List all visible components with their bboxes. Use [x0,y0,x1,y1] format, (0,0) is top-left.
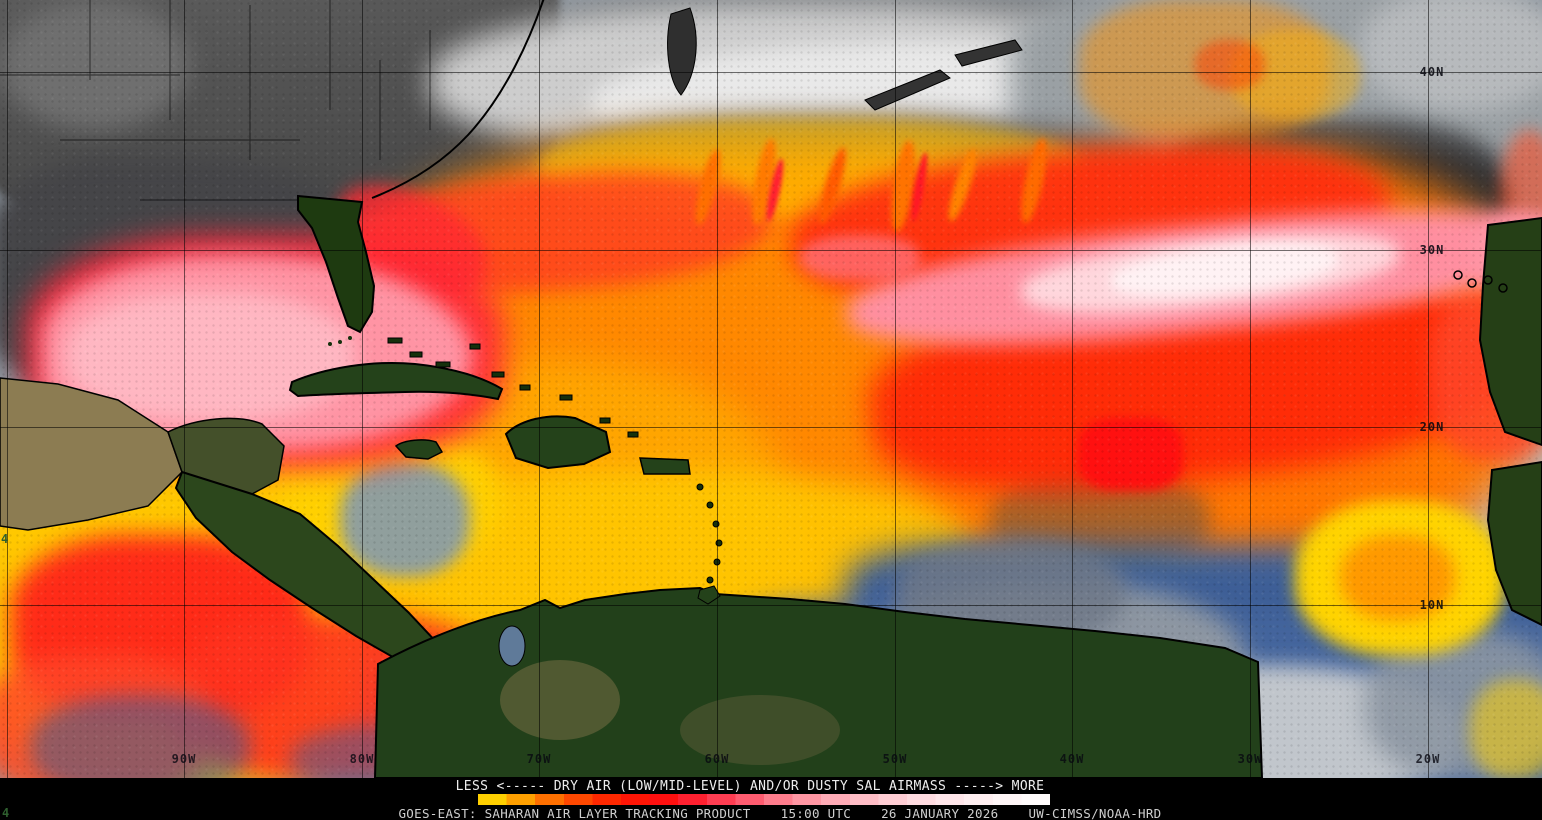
meridian-line [717,0,718,778]
cuba [288,361,504,401]
parallel-line [0,72,1542,73]
mexico [0,377,183,531]
edge-mark: 4 [1,532,9,546]
bahamas [387,337,639,438]
parallel-line [0,427,1542,428]
africa-northwest [1478,216,1542,447]
longitude-label: 50W [882,752,908,766]
meridian-line [1428,0,1429,778]
valid-date: 26 JANUARY 2026 [881,806,999,820]
meridian-line [184,0,185,778]
landmass-overlay [0,0,1542,778]
valid-time: 15:00 UTC [780,806,852,820]
latitude-label: 10N [1419,598,1445,612]
florida-keys [328,336,352,346]
terrain-patch [500,660,620,740]
longitude-label: 60W [704,752,730,766]
edge-mark: 4 [2,806,10,820]
lake-ontario [954,39,1023,67]
puerto-rico [639,457,691,475]
meridian-line [539,0,540,778]
lake-maracaibo [498,625,526,667]
annotation-bar: LESS <----- DRY AIR (LOW/MID-LEVEL) AND/… [0,778,1542,820]
longitude-label: 90W [171,752,197,766]
africa-west [1486,460,1542,627]
meridian-line [362,0,363,778]
footer-line: GOES-EAST: SAHARAN AIR LAYER TRACKING PR… [398,806,1161,820]
graticule: 90W 80W 70W 60W 50W 40W 30W 20W 40N 30N 20N 10N [0,0,1542,778]
product-title: GOES-EAST: SAHARAN AIR LAYER TRACKING PR… [398,806,751,820]
hispaniola [504,415,612,470]
longitude-label: 80W [349,752,375,766]
latitude-label: 40N [1419,65,1445,79]
meridian-line [7,0,8,778]
us-state-borders [0,0,431,201]
credit: UW-CIMSS/NOAA-HRD [1028,806,1162,820]
parallel-line [0,250,1542,251]
latitude-label: 30N [1419,243,1445,257]
trinidad [697,585,721,605]
colorbar [478,794,1050,805]
parallel-line [0,605,1542,606]
longitude-label: 70W [526,752,552,766]
longitude-label: 30W [1237,752,1263,766]
canary-islands [1453,270,1508,293]
longitude-label: 40W [1059,752,1085,766]
lake-michigan [667,7,697,96]
meridian-line [1250,0,1251,778]
terrain-patch [680,695,840,765]
longitude-label: 20W [1415,752,1441,766]
us-atlantic-coastline [371,0,545,199]
meridian-line [1072,0,1073,778]
colorbar-caption: LESS <----- DRY AIR (LOW/MID-LEVEL) AND/… [455,779,1045,794]
meridian-line [895,0,896,778]
jamaica [394,439,444,460]
florida [297,194,376,334]
latitude-label: 20N [1419,420,1445,434]
lake-erie [864,69,951,111]
